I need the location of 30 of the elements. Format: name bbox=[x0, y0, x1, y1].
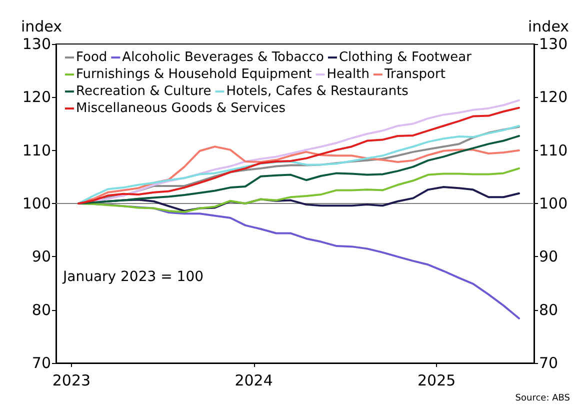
y2-tick-label: 100 bbox=[539, 194, 568, 212]
legend-label: Transport bbox=[383, 67, 446, 82]
legend-label: Health bbox=[326, 67, 370, 82]
legend-label: Food bbox=[76, 50, 108, 65]
source-note: Source: ABS bbox=[515, 394, 570, 404]
y-tick-label: 110 bbox=[22, 141, 51, 160]
y2-tick-label: 130 bbox=[539, 35, 568, 53]
x-tick-label: 2023 bbox=[52, 372, 91, 390]
x-tick-label: 2025 bbox=[418, 372, 456, 390]
legend-label: Clothing & Footwear bbox=[338, 50, 472, 65]
annotation: January 2023 = 100 bbox=[62, 269, 204, 285]
legend-label: Hotels, Cafes & Restaurants bbox=[226, 84, 409, 99]
y2-axis-title: index bbox=[528, 18, 570, 36]
y2-tick-label: 90 bbox=[539, 248, 558, 266]
y-tick-label: 100 bbox=[22, 194, 51, 212]
y-tick-label: 90 bbox=[32, 248, 51, 266]
x-tick-label: 2024 bbox=[234, 372, 273, 390]
y2-tick-label: 110 bbox=[539, 141, 568, 160]
y-tick-label: 120 bbox=[22, 88, 51, 106]
y-tick-label: 70 bbox=[32, 354, 51, 372]
legend-label: Furnishings & Household Equipment bbox=[76, 67, 312, 82]
legend-label: Recreation & Culture bbox=[76, 84, 212, 99]
legend-label: Miscellaneous Goods & Services bbox=[76, 101, 286, 116]
y2-tick-label: 80 bbox=[539, 300, 558, 319]
y-axis-title: index bbox=[20, 18, 62, 36]
y2-tick-label: 120 bbox=[539, 88, 568, 106]
legend-label: Alcoholic Beverages & Tobacco bbox=[122, 50, 324, 65]
y-tick-label: 130 bbox=[22, 35, 51, 53]
y-tick-label: 80 bbox=[32, 300, 51, 319]
y2-tick-label: 70 bbox=[539, 354, 558, 372]
